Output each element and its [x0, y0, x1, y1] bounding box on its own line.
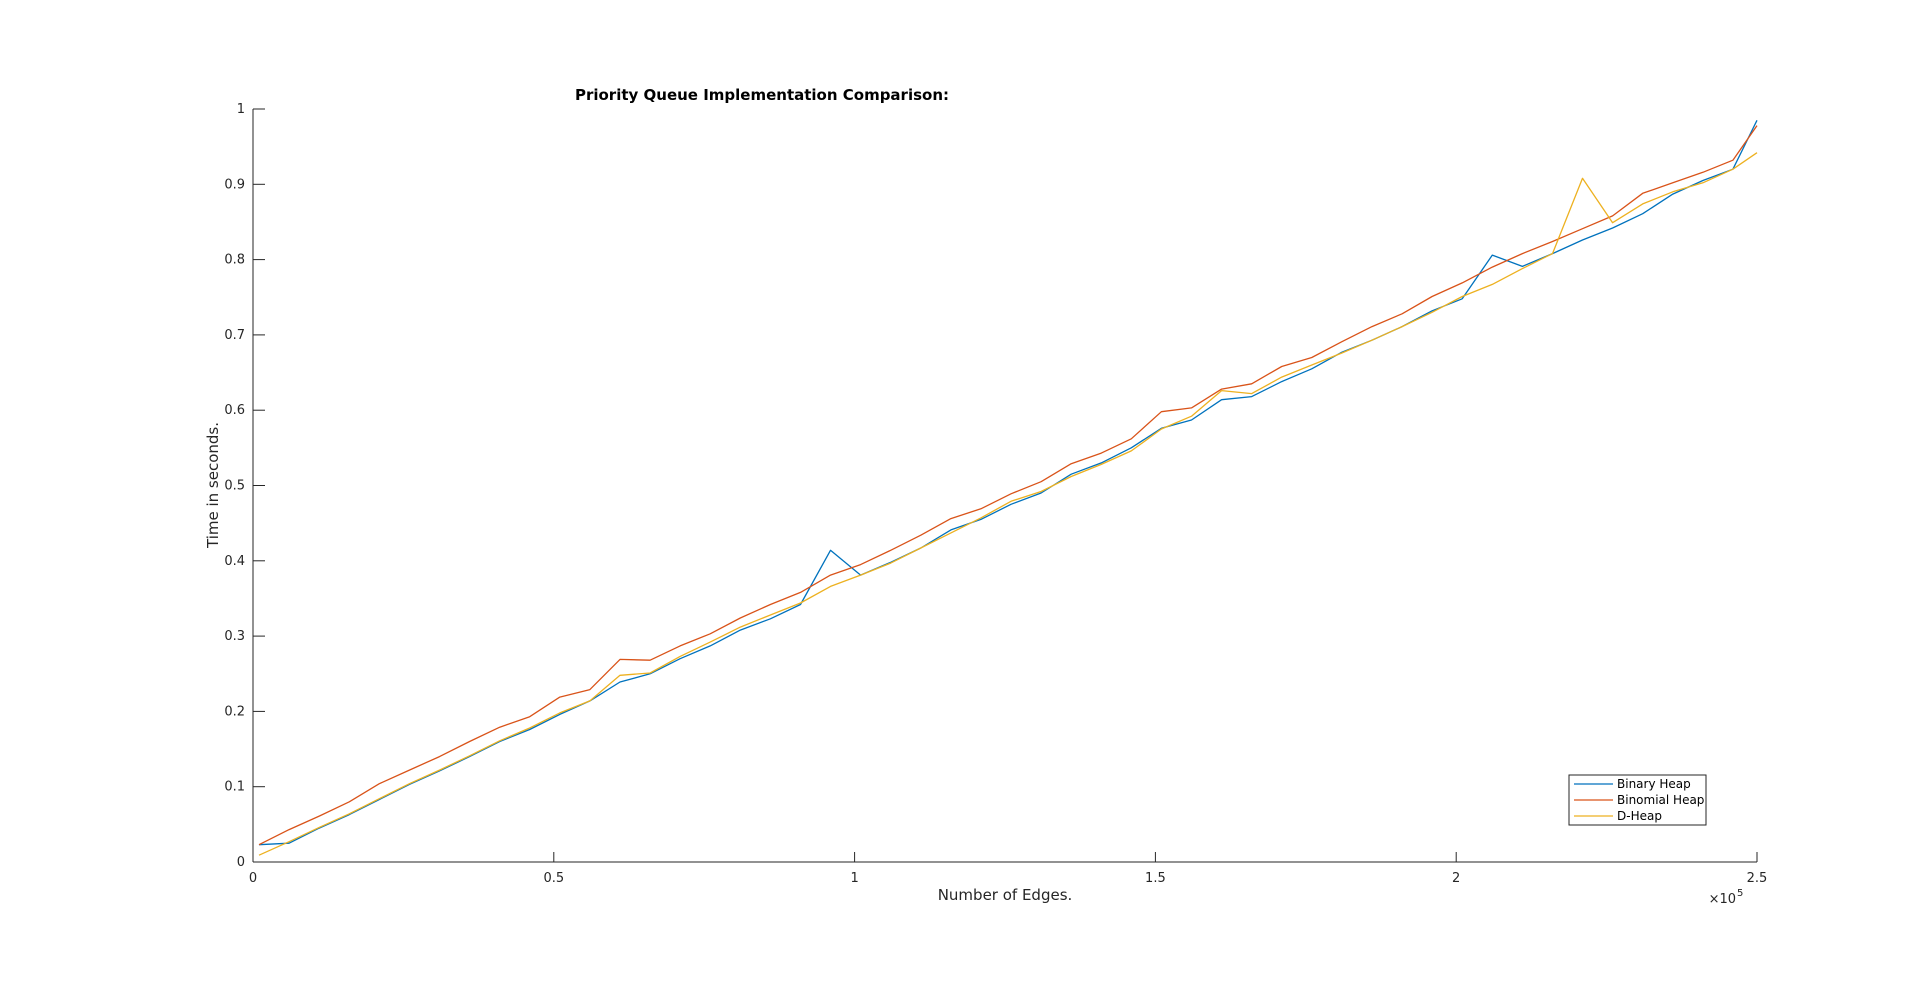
x-tick-label: 2.5	[1747, 871, 1768, 886]
x-tick-label: 1	[850, 871, 858, 886]
x-axis-label: Number of Edges.	[938, 886, 1073, 904]
chart-title: Priority Queue Implementation Comparison…	[575, 86, 949, 104]
y-tick-label: 1	[237, 102, 245, 117]
y-tick-label: 0.3	[224, 629, 245, 644]
series-layer	[258, 120, 1758, 856]
y-tick-label: 0.9	[224, 177, 245, 192]
y-tick-label: 0.6	[224, 403, 245, 418]
y-axis-label: Time in seconds.	[204, 422, 222, 549]
x-tick-label: 0	[249, 871, 257, 886]
y-tick-label: 0.1	[224, 780, 245, 795]
x-exponent-power: 5	[1737, 888, 1743, 899]
legend-label-binomial-heap: Binomial Heap	[1617, 793, 1704, 807]
legend: Binary Heap Binomial Heap D-Heap	[1568, 774, 1707, 826]
y-tick-label: 0.5	[224, 479, 245, 494]
x-exponent-base: ×10	[1709, 892, 1736, 907]
y-tick-label: 0.4	[224, 554, 245, 569]
x-exponent-label: ×10 5	[1709, 888, 1744, 907]
x-tick-label: 0.5	[543, 871, 564, 886]
y-ticks: 0 0.1 0.2 0.3 0.4 0.5 0.6 0.7 0.8 0.9 1	[224, 102, 265, 870]
legend-item-d-heap: D-Heap	[1574, 809, 1662, 823]
series-line-d-heap	[258, 152, 1758, 856]
y-tick-label: 0.2	[224, 704, 245, 719]
legend-item-binomial-heap: Binomial Heap	[1574, 793, 1704, 807]
legend-item-binary-heap: Binary Heap	[1574, 777, 1691, 791]
legend-label-d-heap: D-Heap	[1617, 809, 1662, 823]
y-tick-label: 0	[237, 855, 245, 870]
x-ticks: 0 0.5 1 1.5 2 2.5	[249, 852, 1767, 886]
x-tick-label: 2	[1452, 871, 1460, 886]
y-tick-label: 0.8	[224, 253, 245, 268]
series-line-binary-heap	[258, 120, 1758, 846]
series-line-binomial-heap	[258, 125, 1758, 846]
x-tick-label: 1.5	[1145, 871, 1166, 886]
legend-label-binary-heap: Binary Heap	[1617, 777, 1691, 791]
y-tick-label: 0.7	[224, 328, 245, 343]
